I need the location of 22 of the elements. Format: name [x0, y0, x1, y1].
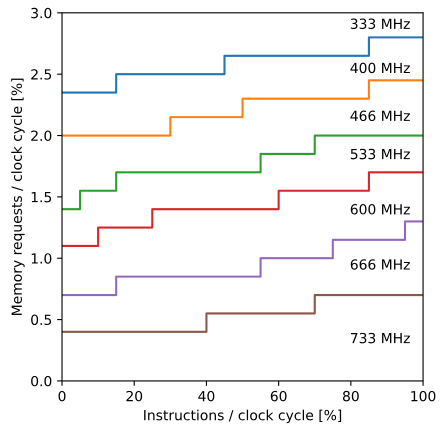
x-tick-label: 20: [126, 390, 142, 402]
x-tick-label: 60: [270, 390, 287, 402]
y-tick-label: 1.5: [32, 192, 52, 202]
annotation: 600 MHz: [350, 204, 410, 215]
x-axis-title: Instructions / clock cycle [%]: [144, 410, 342, 424]
annotation: 533 MHz: [350, 148, 410, 160]
y-tick-label: 0.0: [31, 376, 52, 386]
y-tick-label: 3.0: [31, 8, 52, 18]
annotation: 400 MHz: [350, 62, 410, 74]
y-tick-label: 2.5: [31, 69, 52, 80]
x-tick-label: 100: [411, 390, 436, 402]
annotation: 333 MHz: [350, 18, 410, 30]
y-tick-label: 1.0: [32, 253, 52, 264]
annotation: 466 MHz: [350, 110, 410, 122]
annotation: 733 MHz: [350, 332, 410, 344]
y-tick-label: 0.5: [31, 314, 52, 326]
x-tick-label: 80: [342, 390, 359, 402]
y-tick-label: 2.0: [31, 130, 52, 142]
annotation: 666 MHz: [350, 259, 410, 270]
x-tick-label: 40: [198, 390, 214, 402]
y-axis-title: Memory requests / clock cycle [%]: [11, 78, 25, 315]
x-tick-label: 0: [58, 390, 66, 402]
